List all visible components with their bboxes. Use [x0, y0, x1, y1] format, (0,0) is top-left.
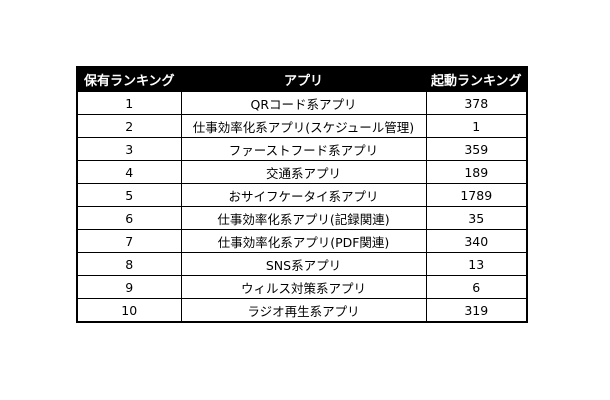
app-cell: おサイフケータイ系アプリ	[180, 183, 427, 207]
table-row: 9 ウィルス対策系アプリ 6	[76, 275, 528, 299]
launch-rank-cell: 378	[425, 91, 528, 115]
rank-cell: 10	[76, 298, 182, 323]
rank-cell: 1	[76, 91, 182, 115]
launch-rank-cell: 189	[425, 160, 528, 184]
header-rank: 保有ランキング	[76, 66, 182, 92]
rank-cell: 8	[76, 252, 182, 276]
table-row: 1 QRコード系アプリ 378	[76, 91, 528, 115]
table-row: 4 交通系アプリ 189	[76, 160, 528, 184]
rank-cell: 7	[76, 229, 182, 253]
launch-rank-cell: 1	[425, 114, 528, 138]
table-row: 6 仕事効率化系アプリ(記録関連) 35	[76, 206, 528, 230]
table-header: 保有ランキング アプリ 起動ランキング	[76, 66, 528, 92]
header-launch-rank: 起動ランキング	[425, 66, 528, 92]
app-cell: ウィルス対策系アプリ	[180, 275, 427, 299]
header-row: 保有ランキング アプリ 起動ランキング	[76, 66, 528, 92]
app-cell: 仕事効率化系アプリ(PDF関連)	[180, 229, 427, 253]
ranking-table: 保有ランキング アプリ 起動ランキング 1 QRコード系アプリ 378 2 仕事…	[76, 66, 528, 323]
table-row: 7 仕事効率化系アプリ(PDF関連) 340	[76, 229, 528, 253]
launch-rank-cell: 340	[425, 229, 528, 253]
rank-cell: 4	[76, 160, 182, 184]
launch-rank-cell: 6	[425, 275, 528, 299]
app-cell: 仕事効率化系アプリ(記録関連)	[180, 206, 427, 230]
launch-rank-cell: 35	[425, 206, 528, 230]
table-body: 1 QRコード系アプリ 378 2 仕事効率化系アプリ(スケジュール管理) 1 …	[76, 91, 528, 323]
rank-cell: 5	[76, 183, 182, 207]
launch-rank-cell: 319	[425, 298, 528, 323]
app-cell: ラジオ再生系アプリ	[180, 298, 427, 323]
rank-cell: 6	[76, 206, 182, 230]
table-row: 5 おサイフケータイ系アプリ 1789	[76, 183, 528, 207]
launch-rank-cell: 1789	[425, 183, 528, 207]
table-row: 3 ファーストフード系アプリ 359	[76, 137, 528, 161]
app-cell: ファーストフード系アプリ	[180, 137, 427, 161]
header-app: アプリ	[180, 66, 427, 92]
launch-rank-cell: 13	[425, 252, 528, 276]
table-row: 8 SNS系アプリ 13	[76, 252, 528, 276]
rank-cell: 9	[76, 275, 182, 299]
launch-rank-cell: 359	[425, 137, 528, 161]
app-cell: SNS系アプリ	[180, 252, 427, 276]
rank-cell: 2	[76, 114, 182, 138]
app-cell: QRコード系アプリ	[180, 91, 427, 115]
app-cell: 交通系アプリ	[180, 160, 427, 184]
rank-cell: 3	[76, 137, 182, 161]
table-row: 2 仕事効率化系アプリ(スケジュール管理) 1	[76, 114, 528, 138]
app-cell: 仕事効率化系アプリ(スケジュール管理)	[180, 114, 427, 138]
table-row: 10 ラジオ再生系アプリ 319	[76, 298, 528, 323]
